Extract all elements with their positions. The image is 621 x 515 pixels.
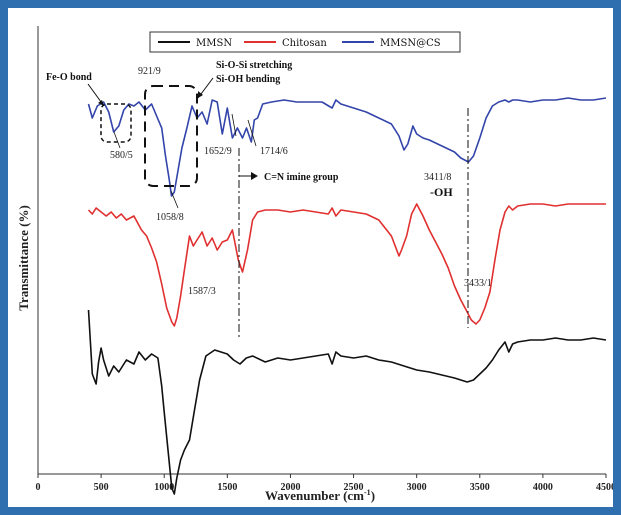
p1714-leader: [247, 119, 257, 147]
legend-label-mmsncs: MMSN@CS: [380, 38, 441, 49]
fe-o-arrowhead: [98, 100, 104, 106]
series-line-mmsn-cs: [87, 97, 607, 197]
x-tick-label: 3000: [407, 482, 427, 493]
p1058-leader: [170, 190, 179, 209]
x-axis-title-close: ): [371, 488, 375, 503]
si-o-si-arrowhead: [198, 91, 203, 98]
legend-label-chitosan: Chitosan: [282, 38, 327, 49]
annotation-3411: 3411/8: [424, 172, 451, 183]
x-axis-ticks: 0 500 1000 1500 2000 2500 3000 3500 4000 4500: [36, 474, 613, 493]
x-tick-label: 1000: [154, 482, 174, 493]
x-tick-label: 1500: [217, 482, 237, 493]
c-n-arrowhead: [251, 172, 258, 180]
x-tick-label: 2500: [344, 482, 364, 493]
annotation-1058: 1058/8: [156, 212, 184, 223]
x-tick-label: 2000: [280, 482, 300, 493]
ftir-chart: MMSN Chitosan MMSN@CS Wavenumber (cm-1) …: [16, 26, 613, 503]
series-layer: [87, 97, 607, 495]
annotation-c-n: C=N imine group: [264, 172, 339, 183]
annotation-oh: -OH: [430, 185, 453, 199]
fe-o-highlight-box: [100, 103, 132, 143]
si-o-si-highlight-box: [144, 85, 198, 187]
annotation-si-oh: Si-OH bending: [216, 74, 280, 85]
annotation-si-o-si: Si-O-Si stretching: [216, 60, 292, 71]
annotation-1714: 1714/6: [260, 146, 288, 157]
x-axis-title: Wavenumber (cm-1): [265, 488, 375, 503]
series-line-chitosan: [87, 203, 606, 327]
legend: MMSN Chitosan MMSN@CS: [149, 31, 461, 53]
annotation-3433: 3433/1: [464, 278, 492, 289]
x-tick-label: 3500: [470, 482, 490, 493]
annotation-1587: 1587/3: [188, 286, 216, 297]
annotation-921: 921/9: [138, 66, 161, 77]
annotation-1652: 1652/9: [204, 146, 232, 157]
x-tick-label: 500: [94, 482, 109, 493]
series-line-mmsn: [87, 309, 607, 495]
p1652-leader: [231, 113, 237, 137]
legend-label-mmsn: MMSN: [196, 38, 232, 49]
x-tick-label: 4500: [596, 482, 613, 493]
annotation-fe-o-bond: Fe-O bond: [46, 72, 92, 83]
y-axis-title: Transmittance (%): [16, 205, 31, 311]
x-tick-label: 0: [36, 482, 41, 493]
annotations: Fe-O bond 921/9 Si-O-Si stretching Si-OH…: [46, 60, 492, 338]
x-tick-label: 4000: [533, 482, 553, 493]
annotation-580: 580/5: [110, 150, 133, 161]
x-axis-title-sup: -1: [364, 488, 371, 497]
p580-leader: [113, 131, 121, 149]
x-axis-title-main: Wavenumber (cm: [265, 488, 364, 503]
legend-box: [149, 31, 461, 53]
chart-frame: MMSN Chitosan MMSN@CS Wavenumber (cm-1) …: [8, 8, 613, 507]
